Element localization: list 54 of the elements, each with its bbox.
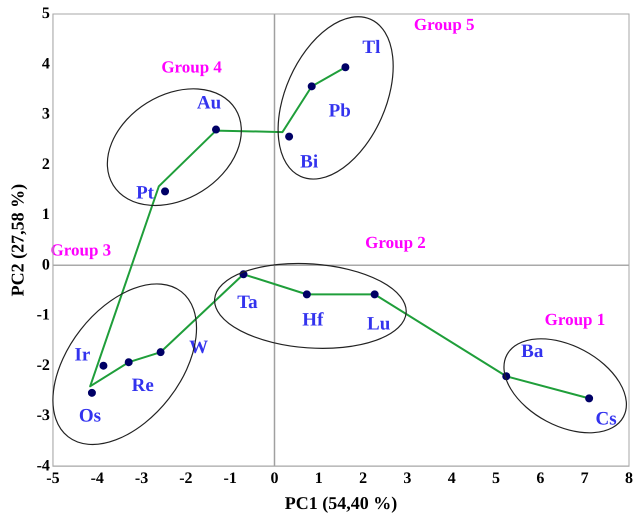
annotation: Group 3 bbox=[50, 240, 112, 260]
annotation: Group 1 bbox=[544, 310, 606, 329]
point bbox=[124, 358, 133, 366]
annotation: Group 4 bbox=[161, 58, 222, 77]
x-axis-title: PC1 (54,40 %) bbox=[284, 492, 398, 513]
x-tick-label: -1 bbox=[224, 470, 237, 487]
x-tick-label: -2 bbox=[179, 470, 193, 487]
y-axis-title: PC2 (27,58 %) bbox=[7, 184, 28, 296]
data-label: Ba bbox=[521, 341, 544, 362]
point bbox=[370, 290, 379, 298]
y-tick-label: 3 bbox=[42, 106, 50, 123]
point bbox=[156, 348, 165, 356]
point bbox=[302, 290, 311, 298]
annotation: Group 5 bbox=[414, 14, 475, 34]
point bbox=[585, 394, 594, 402]
x-tick-label: 0 bbox=[270, 470, 278, 487]
data-label: Pt bbox=[136, 182, 155, 204]
data-label: Cs bbox=[596, 408, 617, 430]
data-label: Bi bbox=[300, 152, 318, 173]
y-tick-label: 2 bbox=[42, 156, 50, 173]
data-label: Re bbox=[132, 375, 154, 396]
data-label: Lu bbox=[367, 313, 391, 334]
annotation: Group 2 bbox=[365, 233, 426, 252]
point bbox=[212, 126, 220, 134]
data-label: Os bbox=[78, 406, 102, 427]
point bbox=[285, 132, 294, 141]
x-tick-label: 1 bbox=[314, 470, 323, 487]
x-tick-label: 8 bbox=[625, 470, 633, 487]
x-tick-label: -3 bbox=[134, 470, 148, 487]
data-label: Pb bbox=[328, 100, 351, 122]
point bbox=[88, 388, 96, 397]
point bbox=[161, 187, 170, 196]
x-tick-label: 7 bbox=[580, 470, 589, 487]
x-tick-label: 4 bbox=[448, 470, 456, 487]
x-tick-label: 5 bbox=[492, 470, 500, 487]
x-tick-label: 3 bbox=[403, 470, 412, 487]
data-label: Au bbox=[196, 92, 222, 114]
y-tick-label: -3 bbox=[36, 407, 50, 424]
y-tick-label: 1 bbox=[42, 206, 50, 224]
data-label: Tl bbox=[362, 37, 380, 58]
y-tick-label: -2 bbox=[36, 356, 50, 374]
data-label: Ta bbox=[237, 292, 258, 314]
x-tick-label: 6 bbox=[536, 470, 544, 487]
point bbox=[341, 63, 350, 72]
y-tick-label: 4 bbox=[42, 55, 50, 72]
y-tick-label: 0 bbox=[42, 256, 50, 274]
data-label: Ir bbox=[74, 344, 91, 366]
x-tick-label: 2 bbox=[359, 470, 368, 487]
y-tick-label: 5 bbox=[42, 5, 50, 22]
y-tick-label: -1 bbox=[36, 306, 50, 324]
point bbox=[308, 82, 316, 90]
x-tick-label: -4 bbox=[90, 470, 104, 487]
data-label: Hf bbox=[302, 309, 324, 330]
point bbox=[99, 362, 108, 370]
